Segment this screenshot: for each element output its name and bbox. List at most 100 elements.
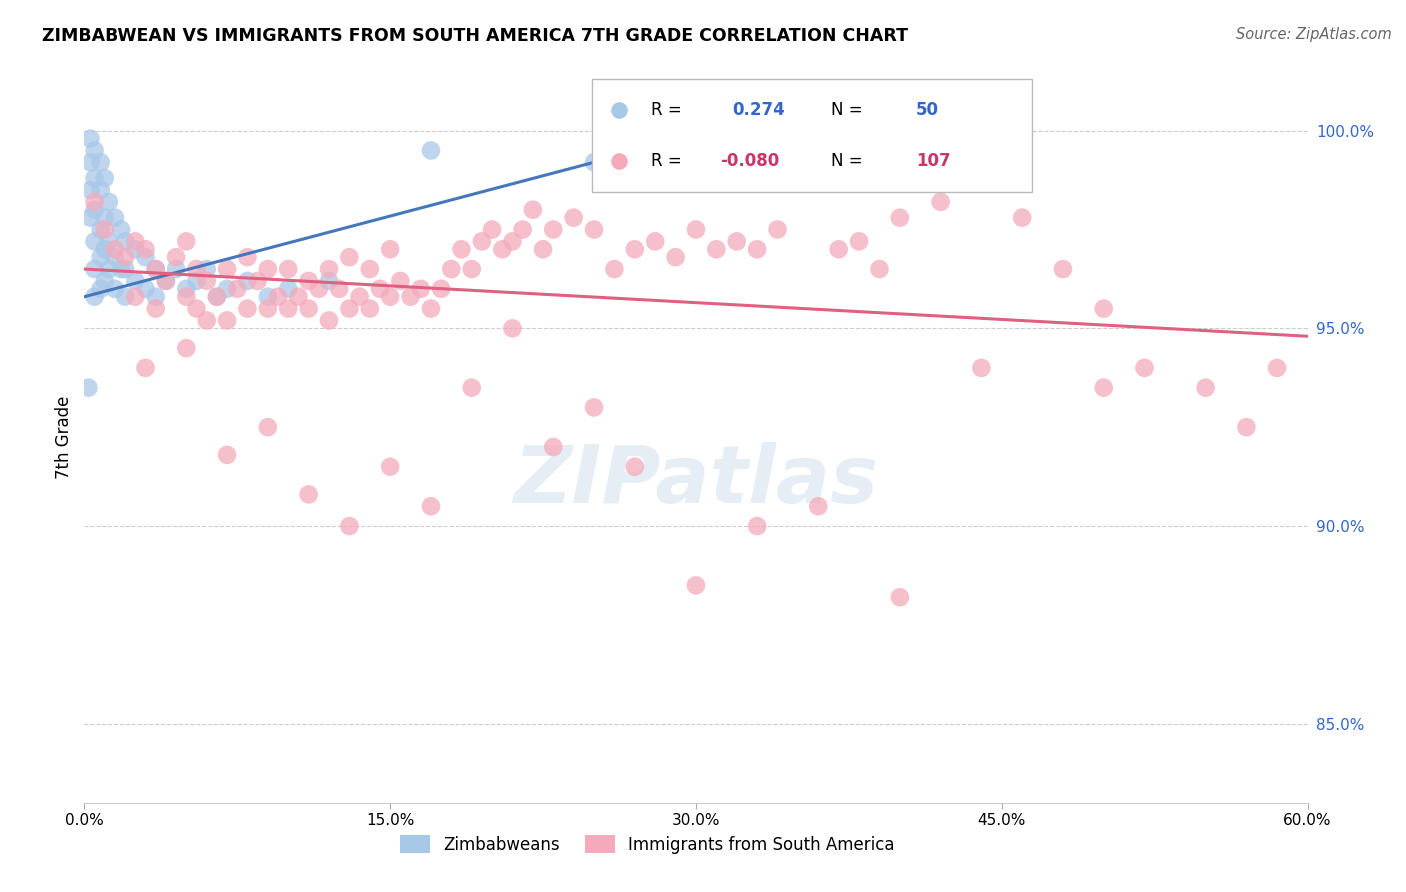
Point: [339, 250, 361, 264]
Point: [83, 202, 105, 217]
Point: [186, 301, 208, 316]
Point: [512, 222, 534, 236]
Point: [165, 262, 187, 277]
Point: [491, 242, 513, 256]
Point: [135, 250, 157, 264]
Point: [583, 155, 606, 169]
Point: [186, 262, 208, 277]
Point: [83, 171, 105, 186]
Point: [318, 262, 340, 277]
Point: [1052, 262, 1074, 277]
Point: [308, 282, 330, 296]
Point: [889, 591, 911, 605]
Point: [165, 250, 187, 264]
Text: ZIMBABWEAN VS IMMIGRANTS FROM SOUTH AMERICA 7TH GRADE CORRELATION CHART: ZIMBABWEAN VS IMMIGRANTS FROM SOUTH AMER…: [42, 27, 908, 45]
Point: [298, 301, 321, 316]
Text: N =: N =: [831, 153, 868, 170]
Point: [93, 242, 115, 256]
Point: [267, 290, 290, 304]
Text: 50: 50: [917, 102, 939, 120]
Point: [110, 222, 132, 236]
Point: [236, 274, 259, 288]
Point: [522, 202, 544, 217]
Point: [257, 290, 280, 304]
Point: [471, 235, 494, 249]
Point: [124, 290, 146, 304]
Point: [257, 262, 280, 277]
Point: [205, 290, 228, 304]
Point: [349, 290, 371, 304]
Point: [502, 235, 524, 249]
Point: [328, 282, 350, 296]
Point: [90, 183, 112, 197]
Point: [380, 290, 402, 304]
Point: [725, 235, 748, 249]
Point: [420, 301, 443, 316]
Text: N =: N =: [831, 102, 868, 120]
Point: [450, 242, 472, 256]
Point: [1011, 211, 1033, 225]
Point: [90, 222, 112, 236]
Point: [124, 274, 146, 288]
Point: [685, 222, 707, 236]
Point: [409, 282, 432, 296]
Point: [970, 171, 993, 186]
Point: [359, 301, 381, 316]
Point: [543, 440, 565, 454]
Point: [217, 262, 239, 277]
Text: 0.274: 0.274: [733, 102, 786, 120]
Point: [135, 242, 157, 256]
Point: [339, 519, 361, 533]
Point: [461, 262, 484, 277]
Point: [807, 171, 830, 186]
Point: [93, 274, 115, 288]
Point: [481, 222, 503, 236]
Point: [318, 274, 340, 288]
Point: [562, 211, 585, 225]
Point: [236, 250, 259, 264]
Point: [83, 194, 105, 209]
Point: [531, 242, 554, 256]
Text: ZIPatlas: ZIPatlas: [513, 442, 879, 520]
Point: [79, 155, 101, 169]
Text: 107: 107: [917, 153, 950, 170]
Point: [277, 301, 299, 316]
Point: [277, 262, 299, 277]
Point: [83, 262, 105, 277]
Point: [1092, 301, 1115, 316]
Point: [145, 301, 167, 316]
Legend: Zimbabweans, Immigrants from South America: Zimbabweans, Immigrants from South Ameri…: [394, 829, 901, 860]
Point: [246, 274, 269, 288]
Point: [205, 290, 228, 304]
Point: [174, 290, 197, 304]
Point: [145, 262, 167, 277]
Point: [93, 171, 115, 186]
Point: [110, 262, 132, 277]
Point: [420, 500, 443, 514]
Point: [807, 500, 830, 514]
Point: [706, 242, 728, 256]
Point: [929, 194, 952, 209]
Point: [83, 144, 105, 158]
Point: [174, 235, 197, 249]
Point: [79, 211, 101, 225]
Point: [97, 262, 120, 277]
Point: [380, 459, 402, 474]
Point: [277, 282, 299, 296]
Point: [869, 262, 891, 277]
Point: [1133, 360, 1156, 375]
Point: [104, 282, 127, 296]
Text: R =: R =: [651, 102, 686, 120]
Point: [685, 578, 707, 592]
Point: [399, 290, 422, 304]
Point: [226, 282, 249, 296]
Point: [155, 274, 177, 288]
Point: [318, 313, 340, 327]
Point: [624, 459, 647, 474]
Point: [257, 420, 280, 434]
Point: [114, 235, 136, 249]
Point: [104, 211, 127, 225]
Point: [135, 360, 157, 375]
Point: [186, 274, 208, 288]
Point: [389, 274, 412, 288]
